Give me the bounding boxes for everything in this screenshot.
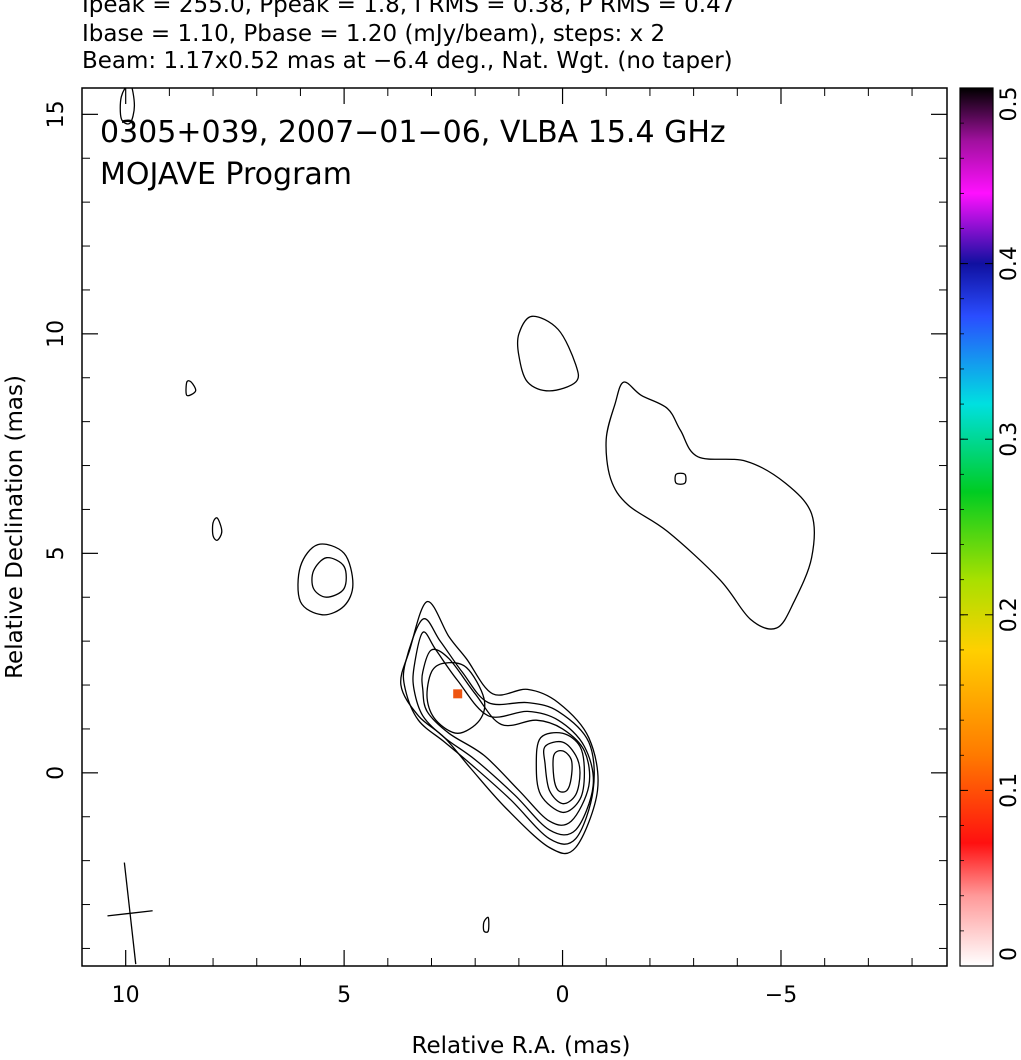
colorbar-tick-label: 0.3 [997,422,1021,457]
contour-east-dot-1 [185,380,197,397]
chart-subtitle: MOJAVE Program [100,157,352,192]
y-tick-label: 15 [44,100,69,128]
header-line-1: Ipeak = 255.0, Ppeak = 1.8, I RMS = 0.38… [82,0,736,18]
contour-core-level-4 [421,648,591,826]
contour-east-blob-inner [311,557,347,598]
colorbar-tick-label: 0.5 [997,87,1021,122]
x-tick-label: −5 [765,983,797,1008]
polarization-marker [453,689,463,699]
contour-core-level-5 [535,732,586,814]
header-line-3: Beam: 1.17x0.52 mas at −6.4 deg., Nat. W… [82,48,733,74]
contour-core-level-7 [552,750,573,793]
colorbar-tick-label: 0.4 [997,246,1021,281]
y-tick-label: 10 [44,320,69,348]
beam-minor-axis [107,910,153,917]
contour-south-dot [482,916,490,933]
x-tick-label: 10 [112,983,140,1008]
contour-east-blob-outer [297,543,354,616]
contour-north-blob [516,315,580,392]
colorbar-tick-label: 0 [997,947,1021,961]
contour-core-level-3 [412,631,595,836]
colorbar-tick-label: 0.2 [997,597,1021,632]
y-axis-label: Relative Declination (mas) [2,375,28,679]
x-tick-label: 5 [337,983,351,1008]
contour-east-dot-2 [211,517,223,541]
colorbar [959,87,994,967]
contour-west-extended [605,381,815,630]
plot-frame [81,87,948,967]
x-axis-label: Relative R.A. (mas) [412,1033,631,1059]
x-tick-label: 0 [556,983,570,1008]
contour-corner-blob [119,88,136,125]
chart-title: 0305+039, 2007−01−06, VLBA 15.4 GHz [100,115,726,150]
header-line-2: Ibase = 1.10, Pbase = 1.20 (mJy/beam), s… [82,21,666,47]
y-tick-label: 5 [44,546,69,560]
y-tick-label: 0 [44,766,69,780]
colorbar-tick-label: 0.1 [997,773,1021,808]
contour-core-level-6 [542,740,581,805]
contour-knot-contour [426,661,486,734]
contour-west-dot [674,472,687,485]
